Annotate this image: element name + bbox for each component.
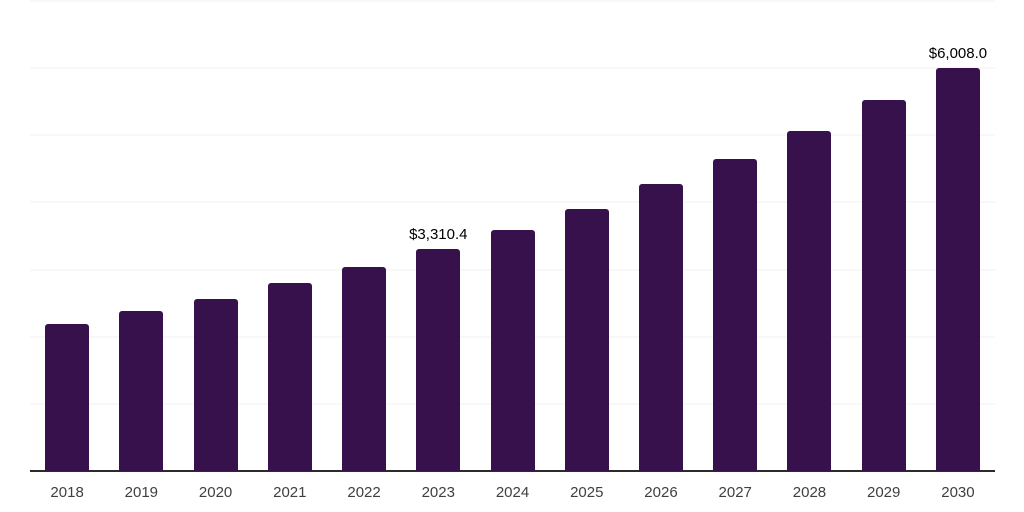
- bar-2023: [416, 248, 461, 471]
- data-label-2023: $3,310.4: [409, 225, 468, 243]
- bar-band-2028: [772, 1, 846, 471]
- bar-2022: [342, 267, 387, 471]
- bar-band-2025: [550, 1, 624, 471]
- bar-band-2029: [847, 1, 921, 471]
- bar-band-2021: [253, 1, 327, 471]
- bar-band-2030: $6,008.0: [921, 1, 995, 471]
- bar-band-2020: [178, 1, 252, 471]
- bar-2030: [935, 67, 980, 471]
- bar-2025: [564, 209, 609, 471]
- bar-band-2023: $3,310.4: [401, 1, 475, 471]
- x-tick-2028: 2028: [792, 484, 827, 501]
- bar-band-2024: [475, 1, 549, 471]
- x-tick-2018: 2018: [50, 484, 84, 501]
- bar-2019: [119, 311, 164, 471]
- x-tick-2025: 2025: [570, 484, 604, 501]
- x-tick-2022: 2022: [347, 484, 381, 501]
- x-tick-2023: 2023: [421, 484, 455, 501]
- x-tick-2021: 2021: [273, 484, 307, 501]
- bar-2026: [638, 184, 683, 471]
- bar-series: $3,310.4 $6,008.0: [30, 1, 995, 471]
- x-tick-2026: 2026: [644, 484, 678, 501]
- data-label-2030: $6,008.0: [928, 44, 988, 62]
- x-tick-2024: 2024: [495, 484, 530, 501]
- bar-band-2027: [698, 1, 772, 471]
- bar-band-2019: [104, 1, 178, 471]
- x-axis-line: [30, 470, 995, 472]
- x-axis-labels: 2018 2019 2020 2021 2022 2023 2024 2025 2026 2027…: [30, 484, 995, 502]
- bar-2020: [193, 299, 238, 471]
- bar-2018: [45, 323, 90, 471]
- gridline-7000: [30, 0, 995, 2]
- bar-2027: [713, 159, 758, 471]
- bar-2028: [787, 131, 832, 471]
- gridline-4000: [30, 201, 995, 203]
- x-tick-2030: 2030: [941, 484, 975, 501]
- bar-2029: [861, 100, 906, 471]
- x-tick-2029: 2029: [867, 484, 901, 501]
- x-tick-2020: 2020: [198, 484, 233, 501]
- gridline-6000: [30, 67, 995, 69]
- bar-2024: [490, 229, 535, 471]
- x-tick-2019: 2019: [124, 484, 159, 501]
- bar-band-2022: [327, 1, 401, 471]
- bar-band-2018: [30, 1, 104, 471]
- bar-band-2026: [624, 1, 698, 471]
- gridline-5000: [30, 134, 995, 136]
- bar-2021: [267, 283, 312, 471]
- plot-area: $3,310.4 $6,008.0: [30, 0, 995, 472]
- x-tick-2027: 2027: [718, 484, 752, 501]
